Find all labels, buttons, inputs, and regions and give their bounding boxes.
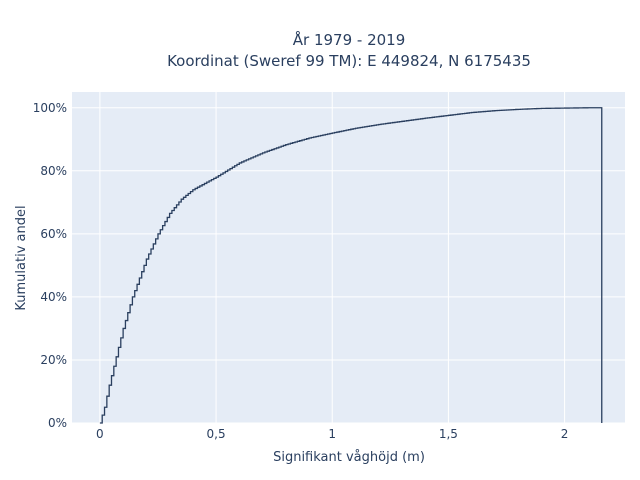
x-axis-ticks: 0 0,5 1 1,5 2 [96, 427, 568, 441]
grid-lines [72, 92, 625, 424]
y-axis-title: Kumulativ andel [14, 205, 29, 310]
chart-title-line-1: År 1979 - 2019 [293, 30, 406, 49]
y-axis-ticks: 0% 20% 40% 60% 80% 100% [33, 101, 67, 430]
x-tick-label: 1,5 [439, 427, 458, 441]
x-tick-label: 0,5 [207, 427, 226, 441]
y-tick-label: 20% [40, 353, 67, 367]
x-tick-label: 2 [561, 427, 569, 441]
y-tick-label: 60% [40, 227, 67, 241]
x-tick-label: 0 [96, 427, 104, 441]
y-tick-label: 40% [40, 290, 67, 304]
plot-area [72, 92, 625, 423]
y-tick-label: 80% [40, 164, 67, 178]
x-tick-label: 1 [328, 427, 336, 441]
y-tick-label: 100% [33, 101, 67, 115]
chart-title-line-2: Koordinat (Sweref 99 TM): E 449824, N 61… [167, 52, 531, 70]
x-axis-title: Signifikant våghöjd (m) [273, 450, 425, 465]
y-tick-label: 0% [48, 416, 67, 430]
ecdf-series-line [99, 107, 603, 424]
